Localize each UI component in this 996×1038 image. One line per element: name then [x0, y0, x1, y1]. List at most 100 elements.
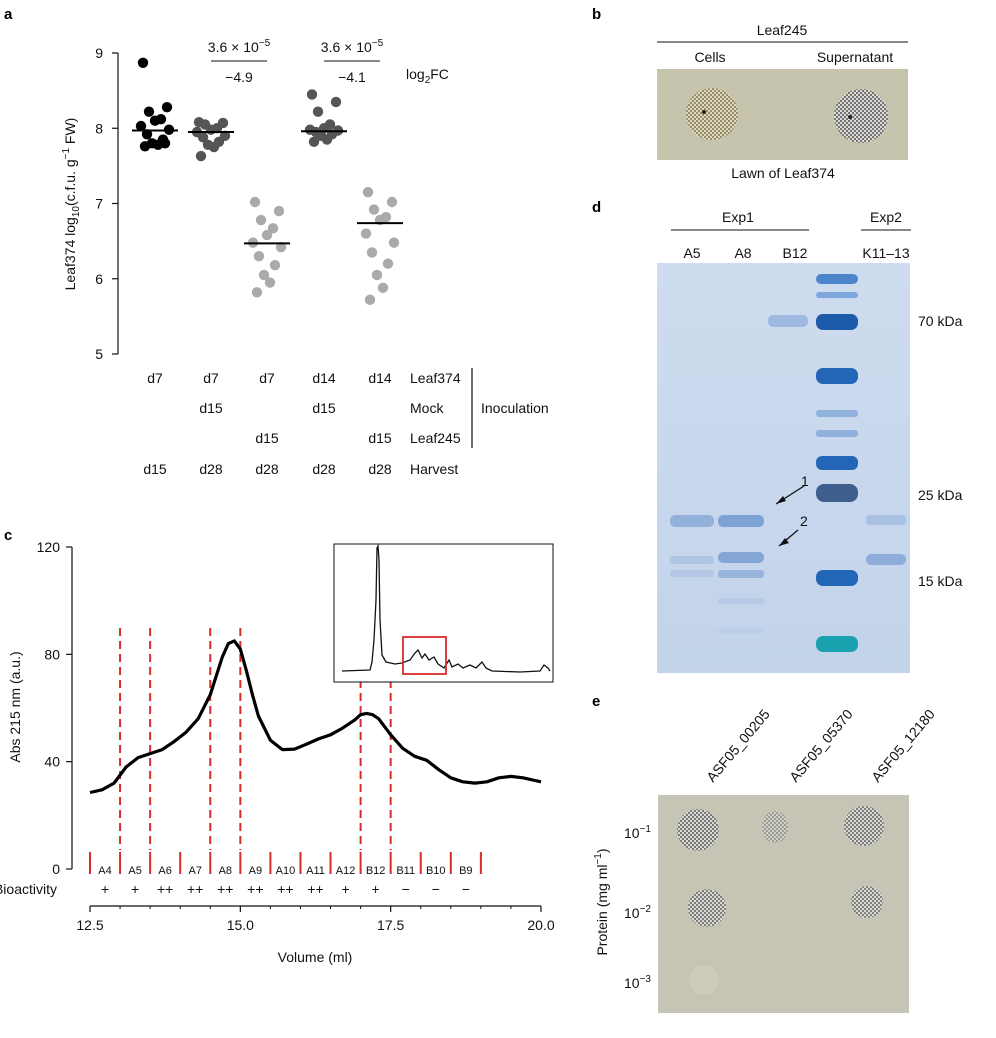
fraction-label: A5: [128, 865, 141, 877]
data-point: [143, 106, 155, 117]
table-cell: d28: [368, 461, 392, 477]
y-tick-label: 5: [95, 346, 103, 362]
lane-label-a5: A5: [683, 245, 700, 261]
fraction-label: B9: [459, 865, 472, 877]
y-tick-label: 80: [44, 646, 60, 662]
supernatant-spot: [834, 89, 888, 143]
supernatant-label: Supernatant: [817, 49, 893, 65]
gel-band: [718, 628, 764, 634]
fraction-label: B10: [426, 865, 446, 877]
data-point: [321, 134, 333, 145]
bioactivity-score: −: [462, 881, 470, 897]
inset-trace: [341, 543, 551, 673]
data-point: [366, 247, 378, 258]
panel-e: ASF05_00205 ASF05_05370 ASF05_12180 Prot…: [593, 706, 938, 1013]
spot-mark: [848, 115, 852, 119]
panel-c-ylabel: Abs 215 nm (a.u.): [7, 651, 23, 762]
table-cell: d15: [368, 430, 392, 446]
sds-page-gel: [657, 263, 910, 673]
cells-label: Cells: [694, 49, 725, 65]
table-row-label: Leaf374: [410, 370, 461, 386]
data-point: [253, 250, 265, 262]
sample-label-12180: ASF05_12180: [868, 706, 938, 785]
cells-spot: [686, 88, 738, 140]
panel-letter-b: b: [592, 6, 601, 23]
inset-zoom-box: [402, 636, 447, 675]
marker-25kda: 25 kDa: [918, 487, 963, 503]
data-point: [208, 141, 220, 153]
exp1-label: Exp1: [722, 209, 754, 225]
arrowhead: [776, 496, 786, 504]
protein-ladder: [816, 274, 858, 652]
data-point: [149, 115, 161, 126]
p-value: 3.6 × 10−5: [321, 38, 384, 55]
table-cell: d14: [368, 370, 392, 386]
table-row-label: Leaf245: [410, 430, 461, 446]
data-point: [251, 287, 263, 298]
gel-band: [718, 570, 764, 578]
panel-letter-e: e: [592, 693, 600, 710]
bioactivity-score: +: [131, 881, 139, 897]
ladder-band: [816, 274, 858, 284]
lane-label-k11-13: K11–13: [862, 245, 909, 261]
inoculation-label: Inoculation: [481, 400, 549, 416]
table-cell: d15: [255, 430, 279, 446]
bioactivity-score: −: [432, 881, 440, 897]
bioactivity-score: ++: [187, 881, 203, 897]
table-cell: d7: [147, 370, 163, 386]
ladder-band: [816, 456, 858, 470]
x-tick-label: 20.0: [527, 917, 554, 933]
panel-d: Exp1 Exp2 A5 A8 B12 K11–13: [657, 209, 963, 673]
bioactivity-score: ++: [247, 881, 263, 897]
ladder-band: [816, 368, 858, 384]
data-point: [267, 223, 279, 234]
arrow-label-1: 1: [801, 473, 809, 489]
data-point: [264, 277, 276, 288]
data-point: [139, 141, 151, 152]
table-cell: d7: [203, 370, 219, 386]
table-cell: d7: [259, 370, 275, 386]
x-tick-label: 12.5: [76, 917, 103, 933]
conc-label-1: 10−1: [624, 824, 651, 841]
table-cell: d15: [143, 461, 167, 477]
fraction-label: A7: [188, 865, 201, 877]
data-point: [368, 204, 380, 215]
panel-b-title: Leaf245: [757, 22, 808, 38]
gel-band: [718, 598, 764, 604]
panel-letter-a: a: [4, 6, 13, 23]
table-cell: d28: [199, 461, 223, 477]
data-point: [275, 241, 287, 253]
inhibition-spot: [851, 886, 883, 918]
fraction-label: A10: [276, 865, 296, 877]
x-tick-label: 15.0: [227, 917, 254, 933]
inhibition-spot: [688, 889, 726, 927]
table-cell: d15: [312, 400, 336, 416]
data-point: [371, 269, 383, 281]
panel-c-chart: 0 40 80 120 12.5 15.0 17.5 20.0 Abs 215 nm (a.u…: [0, 539, 555, 965]
gel-band: [718, 552, 764, 563]
table-cell: d28: [312, 461, 336, 477]
y-tick-label: 0: [52, 861, 60, 877]
fraction-label: A12: [336, 865, 356, 877]
fraction-label: A4: [98, 865, 111, 877]
table-cell: d28: [255, 461, 279, 477]
bioactivity-score: ++: [277, 881, 293, 897]
panel-a-ylabel: Leaf374 log10(c.f.u. g−1 FW): [61, 118, 82, 291]
data-point: [135, 120, 147, 132]
inset-chromatogram: [333, 543, 554, 683]
marker-70kda: 70 kDa: [918, 313, 963, 329]
bioactivity-label: Bioactivity: [0, 881, 57, 897]
inset-frame: [333, 543, 554, 683]
data-point: [382, 258, 394, 269]
data-point: [161, 101, 173, 113]
table-row-label: Mock: [410, 400, 444, 416]
chromatogram-curve: [89, 639, 542, 795]
ladder-band: [816, 292, 858, 298]
data-point: [261, 229, 273, 241]
fraction-label: A11: [306, 865, 325, 877]
p-value: 3.6 × 10−5: [208, 38, 271, 55]
bioactivity-score: ++: [157, 881, 173, 897]
lane-label-a8: A8: [734, 245, 751, 261]
data-point: [388, 237, 400, 248]
